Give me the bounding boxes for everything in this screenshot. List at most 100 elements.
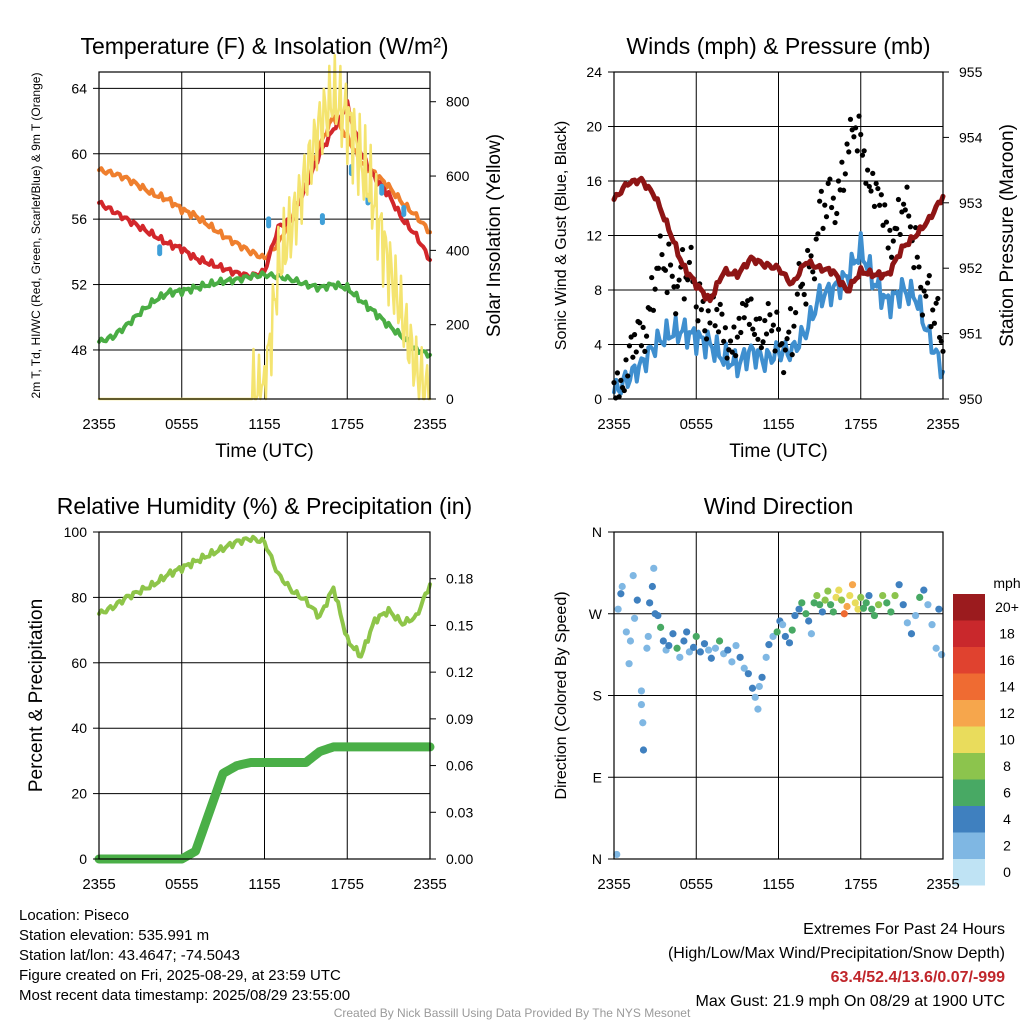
gust-point-23 xyxy=(650,307,657,313)
direction-point-44 xyxy=(744,670,752,678)
temp-series-2-point-6 xyxy=(401,204,407,217)
colorbar-label-9: 2 xyxy=(1003,838,1011,854)
gust-point-28 xyxy=(659,251,665,258)
direction-point-43 xyxy=(740,664,748,672)
gust-point-8 xyxy=(625,373,631,379)
gust-point-107 xyxy=(794,291,800,297)
direction-point-100 xyxy=(924,601,932,609)
direction-point-34 xyxy=(704,646,713,654)
winds-xtick-4: 2355 xyxy=(926,416,959,433)
direction-point-57 xyxy=(785,639,794,647)
gust-point-72 xyxy=(734,334,740,340)
temp-y2tick-4: 800 xyxy=(446,94,470,110)
gust-point-165 xyxy=(894,226,900,232)
colorbar-label-5: 10 xyxy=(999,732,1015,748)
gust-point-153 xyxy=(873,180,879,187)
gust-point-56 xyxy=(707,320,713,326)
recent-data-text: Most recent data timestamp: 2025/08/29 2… xyxy=(19,987,351,1004)
direction-point-93 xyxy=(895,581,903,589)
winds-ytick-5: 20 xyxy=(586,119,602,135)
temp-xtick-4: 2355 xyxy=(413,416,446,433)
direction-point-99 xyxy=(920,586,928,594)
rh-xtick-2: 1155 xyxy=(248,876,280,893)
direction-point-103 xyxy=(935,605,943,613)
winddir-ytick-0: N xyxy=(592,851,602,867)
winds-ytick-4: 16 xyxy=(586,173,602,189)
gust-point-126 xyxy=(827,176,833,182)
rh-y2tick-2: 0.06 xyxy=(446,758,473,774)
gust-point-74 xyxy=(738,329,744,336)
gust-point-2 xyxy=(614,370,621,376)
gust-point-17 xyxy=(640,324,646,331)
direction-point-84 xyxy=(862,599,870,607)
colorbar-label-8: 4 xyxy=(1003,811,1011,827)
direction-point-90 xyxy=(883,599,891,607)
direction-point-79 xyxy=(848,581,857,589)
gust-point-184 xyxy=(926,273,932,279)
gust-point-27 xyxy=(657,233,663,239)
gust-point-82 xyxy=(751,331,758,337)
winds-panel xyxy=(608,71,949,401)
direction-point-33 xyxy=(700,640,709,648)
winds-xtick-3: 1755 xyxy=(844,416,877,433)
direction-point-81 xyxy=(854,605,862,613)
gust-point-137 xyxy=(846,149,852,155)
direction-point-105 xyxy=(613,850,621,859)
gust-point-85 xyxy=(757,315,763,322)
gust-point-182 xyxy=(923,293,929,299)
rh-ytick-5: 100 xyxy=(64,524,88,540)
gust-point-60 xyxy=(714,306,720,313)
temp-ytick-4: 64 xyxy=(71,80,87,96)
winds-xtick-2: 1155 xyxy=(762,416,794,433)
gust-point-37 xyxy=(674,283,681,290)
gust-point-178 xyxy=(916,264,922,270)
temp-panel xyxy=(93,53,436,401)
gust-point-40 xyxy=(679,246,686,253)
location-text: Location: Piseco xyxy=(19,907,130,924)
direction-point-36 xyxy=(711,644,720,652)
direction-point-88 xyxy=(874,601,883,609)
gust-point-68 xyxy=(727,338,734,344)
gust-point-3 xyxy=(616,394,622,400)
direction-point-0 xyxy=(614,605,622,613)
gust-point-38 xyxy=(676,277,682,283)
gust-point-187 xyxy=(931,320,938,326)
direction-point-48 xyxy=(755,682,763,691)
rh-ytick-2: 40 xyxy=(71,720,87,736)
direction-point-61 xyxy=(798,599,806,607)
gust-point-130 xyxy=(834,210,840,217)
rh-title: Relative Humidity (%) & Precipitation (i… xyxy=(57,493,472,519)
gust-point-110 xyxy=(799,281,806,287)
direction-point-83 xyxy=(859,604,868,612)
winds-y2tick-4: 954 xyxy=(959,129,983,145)
direction-point-50 xyxy=(762,653,770,661)
gust-point-113 xyxy=(805,247,811,254)
rh-ytick-0: 0 xyxy=(79,851,87,867)
gust-point-150 xyxy=(868,188,874,194)
gust-point-171 xyxy=(904,184,910,190)
extremes-subtitle: (High/Low/Max Wind/Precipitation/Snow De… xyxy=(667,945,1005,962)
temp-frame xyxy=(98,71,431,400)
direction-point-59 xyxy=(791,611,799,620)
gust-point-94 xyxy=(772,348,778,354)
gust-point-98 xyxy=(779,340,785,347)
direction-point-8 xyxy=(629,572,637,580)
gust-point-59 xyxy=(712,323,718,329)
gust-point-36 xyxy=(673,311,679,317)
gust-point-131 xyxy=(835,178,842,184)
temp-ytick-0: 48 xyxy=(71,342,87,358)
colorbar-swatch-7 xyxy=(953,779,985,806)
gust-point-111 xyxy=(801,291,807,298)
gust-point-133 xyxy=(839,159,845,165)
created-text: Figure created on Fri, 2025-08-29, at 23… xyxy=(19,967,341,984)
gust-point-11 xyxy=(630,354,636,360)
gust-point-66 xyxy=(724,355,730,361)
gust-point-105 xyxy=(791,323,797,329)
direction-point-46 xyxy=(751,693,759,701)
gust-point-90 xyxy=(765,300,771,307)
direction-point-25 xyxy=(673,644,681,652)
gust-point-147 xyxy=(863,180,869,186)
colorbar-title: mph xyxy=(993,575,1020,591)
gust-point-19 xyxy=(643,333,650,339)
gust-point-55 xyxy=(705,308,711,314)
